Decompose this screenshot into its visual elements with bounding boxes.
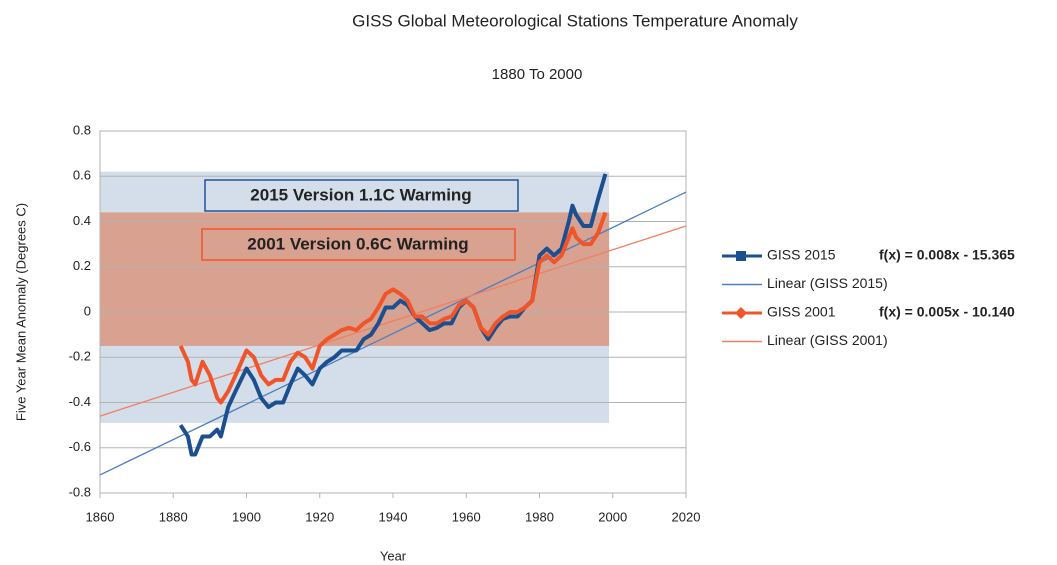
trend-line (99, 191, 687, 476)
y-tick-label: -0.8 (69, 484, 91, 499)
chart-subtitle: 1880 To 2000 (492, 66, 583, 83)
legend-marker (735, 307, 747, 319)
y-tick-label: -0.2 (69, 349, 91, 364)
x-tick-label: 2000 (598, 509, 627, 524)
legend-label: Linear (GISS 2015) (767, 275, 888, 291)
legend-label: GISS 2015 (767, 247, 836, 263)
x-tick-label: 1920 (305, 509, 334, 524)
annotation: 2015 Version 1.1C Warming (250, 185, 471, 204)
y-tick-label: 0.4 (73, 213, 91, 228)
x-tick-label: 1960 (452, 509, 481, 524)
y-tick-label: 0 (84, 303, 91, 318)
x-tick-label: 1880 (159, 509, 188, 524)
x-tick-label: 1900 (232, 509, 261, 524)
x-tick-label: 1940 (379, 509, 408, 524)
legend-label: GISS 2001 (767, 304, 836, 320)
annotation-box (204, 179, 519, 212)
x-tick-label: 2020 (672, 509, 701, 524)
y-tick-label: 0.8 (73, 122, 91, 137)
y-tick-label: 0.6 (73, 168, 91, 183)
x-tick-label: 1860 (86, 509, 115, 524)
trend-equation: f(x) = 0.008x - 15.365 (879, 247, 1015, 263)
y-tick-label: 0.2 (73, 258, 91, 273)
y-tick-label: -0.4 (69, 394, 91, 409)
y-axis-label: Five Year Mean Anomaly (Degrees C) (13, 203, 28, 421)
data-line (178, 173, 608, 457)
trend-line (99, 225, 687, 417)
annotation-box (201, 228, 516, 261)
y-tick-label: -0.6 (69, 439, 91, 454)
chart-title: GISS Global Meteorological Stations Temp… (352, 11, 798, 30)
x-tick-label: 1980 (525, 509, 554, 524)
plot-frame (99, 130, 687, 494)
trend-equation: f(x) = 0.005x - 10.140 (879, 304, 1015, 320)
legend-marker (736, 251, 746, 261)
data-line (178, 211, 608, 405)
x-axis-label: Year (380, 548, 407, 563)
annotation: 2001 Version 0.6C Warming (247, 234, 468, 253)
shaded-band (100, 212, 610, 346)
legend-label: Linear (GISS 2001) (767, 332, 888, 348)
